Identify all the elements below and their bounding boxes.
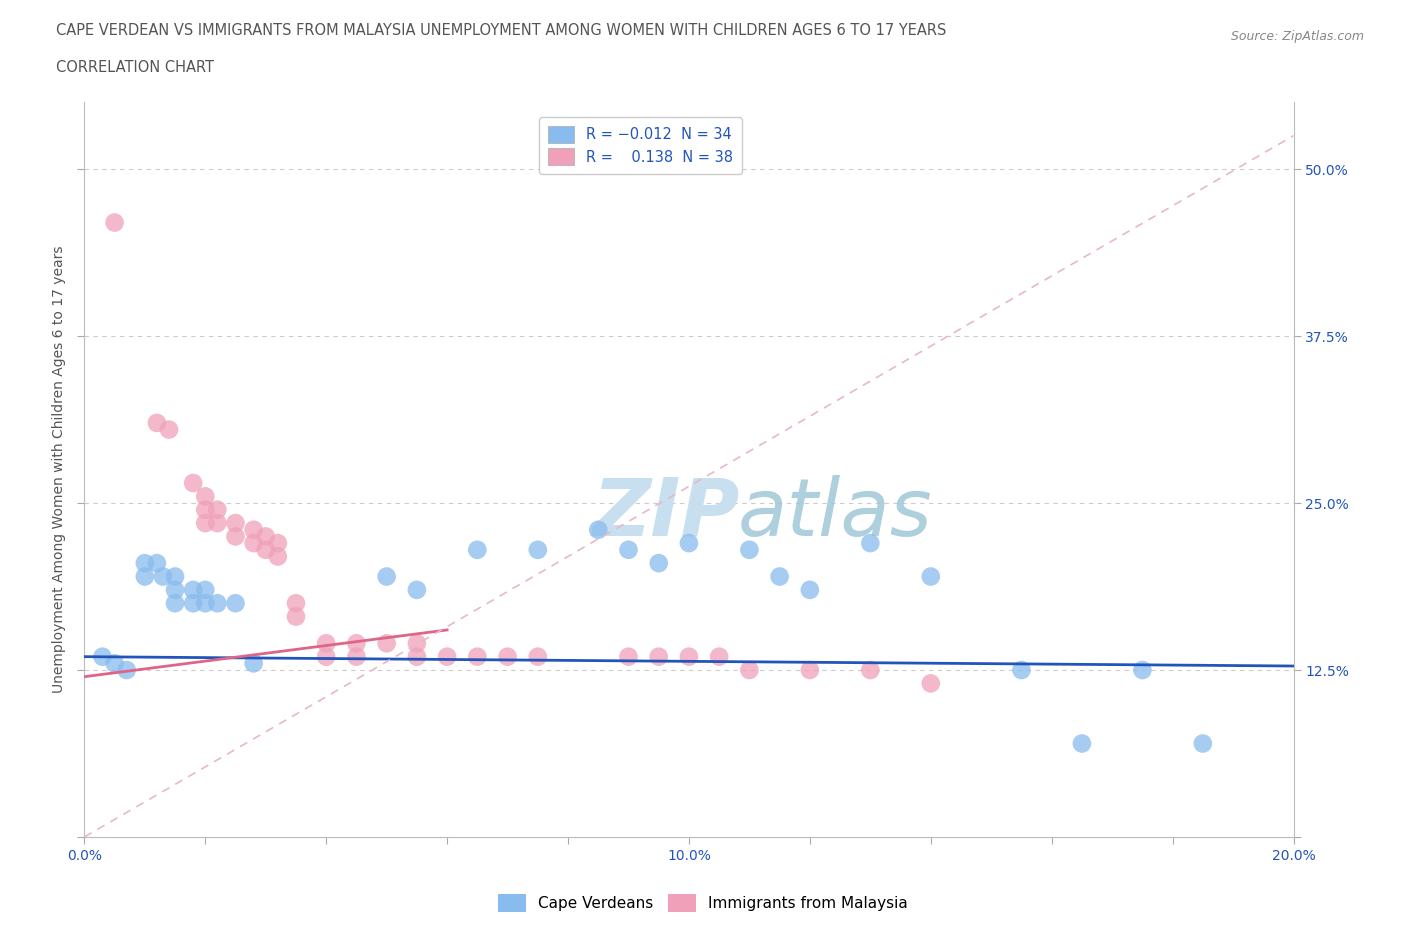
Point (91, 649, 114, 664)
Y-axis label: Unemployment Among Women with Children Ages 6 to 17 years: Unemployment Among Women with Children A… (52, 246, 66, 694)
Point (617, 649, 640, 664)
Point (146, 416, 169, 431)
Point (1071, 736, 1094, 751)
Point (678, 536, 700, 551)
Point (267, 549, 290, 564)
Point (648, 556, 671, 571)
Point (709, 649, 731, 664)
Point (346, 636, 368, 651)
Point (799, 582, 821, 597)
Point (225, 596, 247, 611)
Point (467, 649, 489, 664)
Point (285, 609, 308, 624)
Point (375, 569, 398, 584)
Text: CORRELATION CHART: CORRELATION CHART (56, 60, 214, 75)
Point (242, 656, 264, 671)
Point (194, 502, 217, 517)
Point (242, 536, 264, 551)
Point (157, 422, 180, 437)
Point (738, 662, 761, 677)
Point (738, 542, 761, 557)
Point (527, 649, 550, 664)
Point (496, 649, 519, 664)
Point (315, 649, 337, 664)
Text: atlas: atlas (737, 474, 932, 552)
Point (207, 502, 229, 517)
Point (165, 569, 187, 584)
Point (104, 656, 127, 671)
Point (207, 515, 229, 530)
Point (315, 636, 337, 651)
Legend: Cape Verdeans, Immigrants from Malaysia: Cape Verdeans, Immigrants from Malaysia (492, 888, 914, 918)
Point (1192, 736, 1215, 751)
Text: CAPE VERDEAN VS IMMIGRANTS FROM MALAYSIA UNEMPLOYMENT AMONG WOMEN WITH CHILDREN : CAPE VERDEAN VS IMMIGRANTS FROM MALAYSIA… (56, 23, 946, 38)
Point (254, 542, 277, 557)
Point (769, 569, 792, 584)
Point (678, 649, 700, 664)
Point (165, 596, 187, 611)
Point (104, 215, 127, 230)
Point (859, 662, 882, 677)
Point (467, 542, 489, 557)
Point (1011, 662, 1033, 677)
Point (859, 536, 882, 551)
Point (406, 649, 429, 664)
Point (254, 529, 277, 544)
Legend: R = −0.012  N = 34, R =    0.138  N = 38: R = −0.012 N = 34, R = 0.138 N = 38 (540, 117, 742, 174)
Point (152, 569, 174, 584)
Point (225, 529, 247, 544)
Point (406, 582, 429, 597)
Point (527, 542, 550, 557)
Point (375, 636, 398, 651)
Point (134, 556, 156, 571)
Point (920, 569, 942, 584)
Point (134, 569, 156, 584)
Point (181, 596, 204, 611)
Point (207, 596, 229, 611)
Point (799, 662, 821, 677)
Point (920, 676, 942, 691)
Point (406, 636, 429, 651)
Point (436, 649, 458, 664)
Point (194, 489, 217, 504)
Point (225, 515, 247, 530)
Text: ZIP: ZIP (592, 474, 740, 552)
Point (346, 649, 368, 664)
Point (588, 523, 610, 538)
Point (242, 523, 264, 538)
Point (194, 515, 217, 530)
Point (1130, 662, 1153, 677)
Point (648, 649, 671, 664)
Point (617, 542, 640, 557)
Point (115, 662, 138, 677)
Point (267, 536, 290, 551)
Point (194, 582, 217, 597)
Text: Source: ZipAtlas.com: Source: ZipAtlas.com (1230, 30, 1364, 43)
Point (181, 582, 204, 597)
Point (181, 475, 204, 490)
Point (285, 596, 308, 611)
Point (165, 582, 187, 597)
Point (194, 596, 217, 611)
Point (146, 556, 169, 571)
